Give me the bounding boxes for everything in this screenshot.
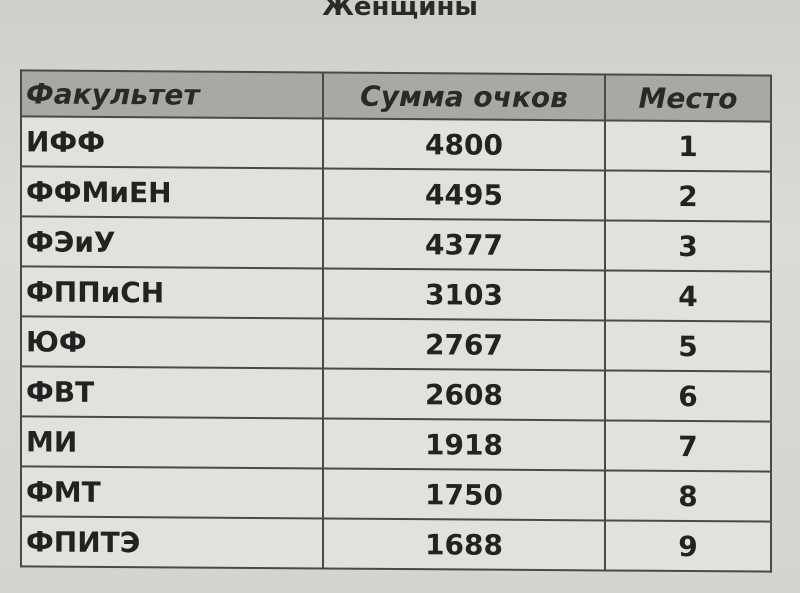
table-row: ФПИТЭ 1688 9 <box>21 516 771 572</box>
cell-faculty: ФПИТЭ <box>21 516 323 569</box>
header-faculty: Факультет <box>21 70 323 119</box>
table-row: ИФФ 4800 1 <box>21 116 771 172</box>
header-row: Факультет Сумма очков Место <box>21 70 771 122</box>
cell-faculty: ФВТ <box>21 366 323 419</box>
table-row: ФЭиУ 4377 3 <box>21 216 771 272</box>
cell-place: 7 <box>605 420 771 472</box>
cell-faculty: МИ <box>21 416 323 469</box>
cell-score: 2767 <box>323 318 605 371</box>
cell-faculty: ИФФ <box>21 116 323 169</box>
cell-faculty: ФЭиУ <box>21 216 323 269</box>
cell-score: 4377 <box>323 218 605 271</box>
table-row: ФППиСН 3103 4 <box>21 266 771 322</box>
cell-faculty: ФФМиЕН <box>21 166 323 219</box>
cell-score: 1750 <box>323 468 605 521</box>
table-row: МИ 1918 7 <box>21 416 771 472</box>
cell-place: 8 <box>605 470 771 522</box>
cell-score: 4495 <box>323 168 605 221</box>
cell-place: 4 <box>605 270 771 322</box>
table-row: ФФМиЕН 4495 2 <box>21 166 771 222</box>
results-table: Факультет Сумма очков Место ИФФ 4800 1 ФФМи… <box>20 69 772 572</box>
cell-faculty: ЮФ <box>21 316 323 369</box>
page-title: Женщины <box>322 0 478 22</box>
table-row: ФМТ 1750 8 <box>21 466 771 522</box>
cell-faculty: ФМТ <box>21 466 323 519</box>
cell-place: 5 <box>605 320 771 372</box>
cell-score: 3103 <box>323 268 605 321</box>
cell-place: 9 <box>605 520 771 572</box>
header-score: Сумма очков <box>323 72 605 121</box>
cell-place: 3 <box>605 220 771 272</box>
table-row: ЮФ 2767 5 <box>21 316 771 372</box>
cell-place: 2 <box>605 170 771 222</box>
cell-place: 6 <box>605 370 771 422</box>
cell-score: 4800 <box>323 118 605 171</box>
header-place: Место <box>605 74 771 122</box>
cell-score: 1688 <box>323 518 605 571</box>
cell-score: 1918 <box>323 418 605 471</box>
cell-score: 2608 <box>323 368 605 421</box>
cell-place: 1 <box>605 120 771 172</box>
table-row: ФВТ 2608 6 <box>21 366 771 422</box>
cell-faculty: ФППиСН <box>21 266 323 319</box>
